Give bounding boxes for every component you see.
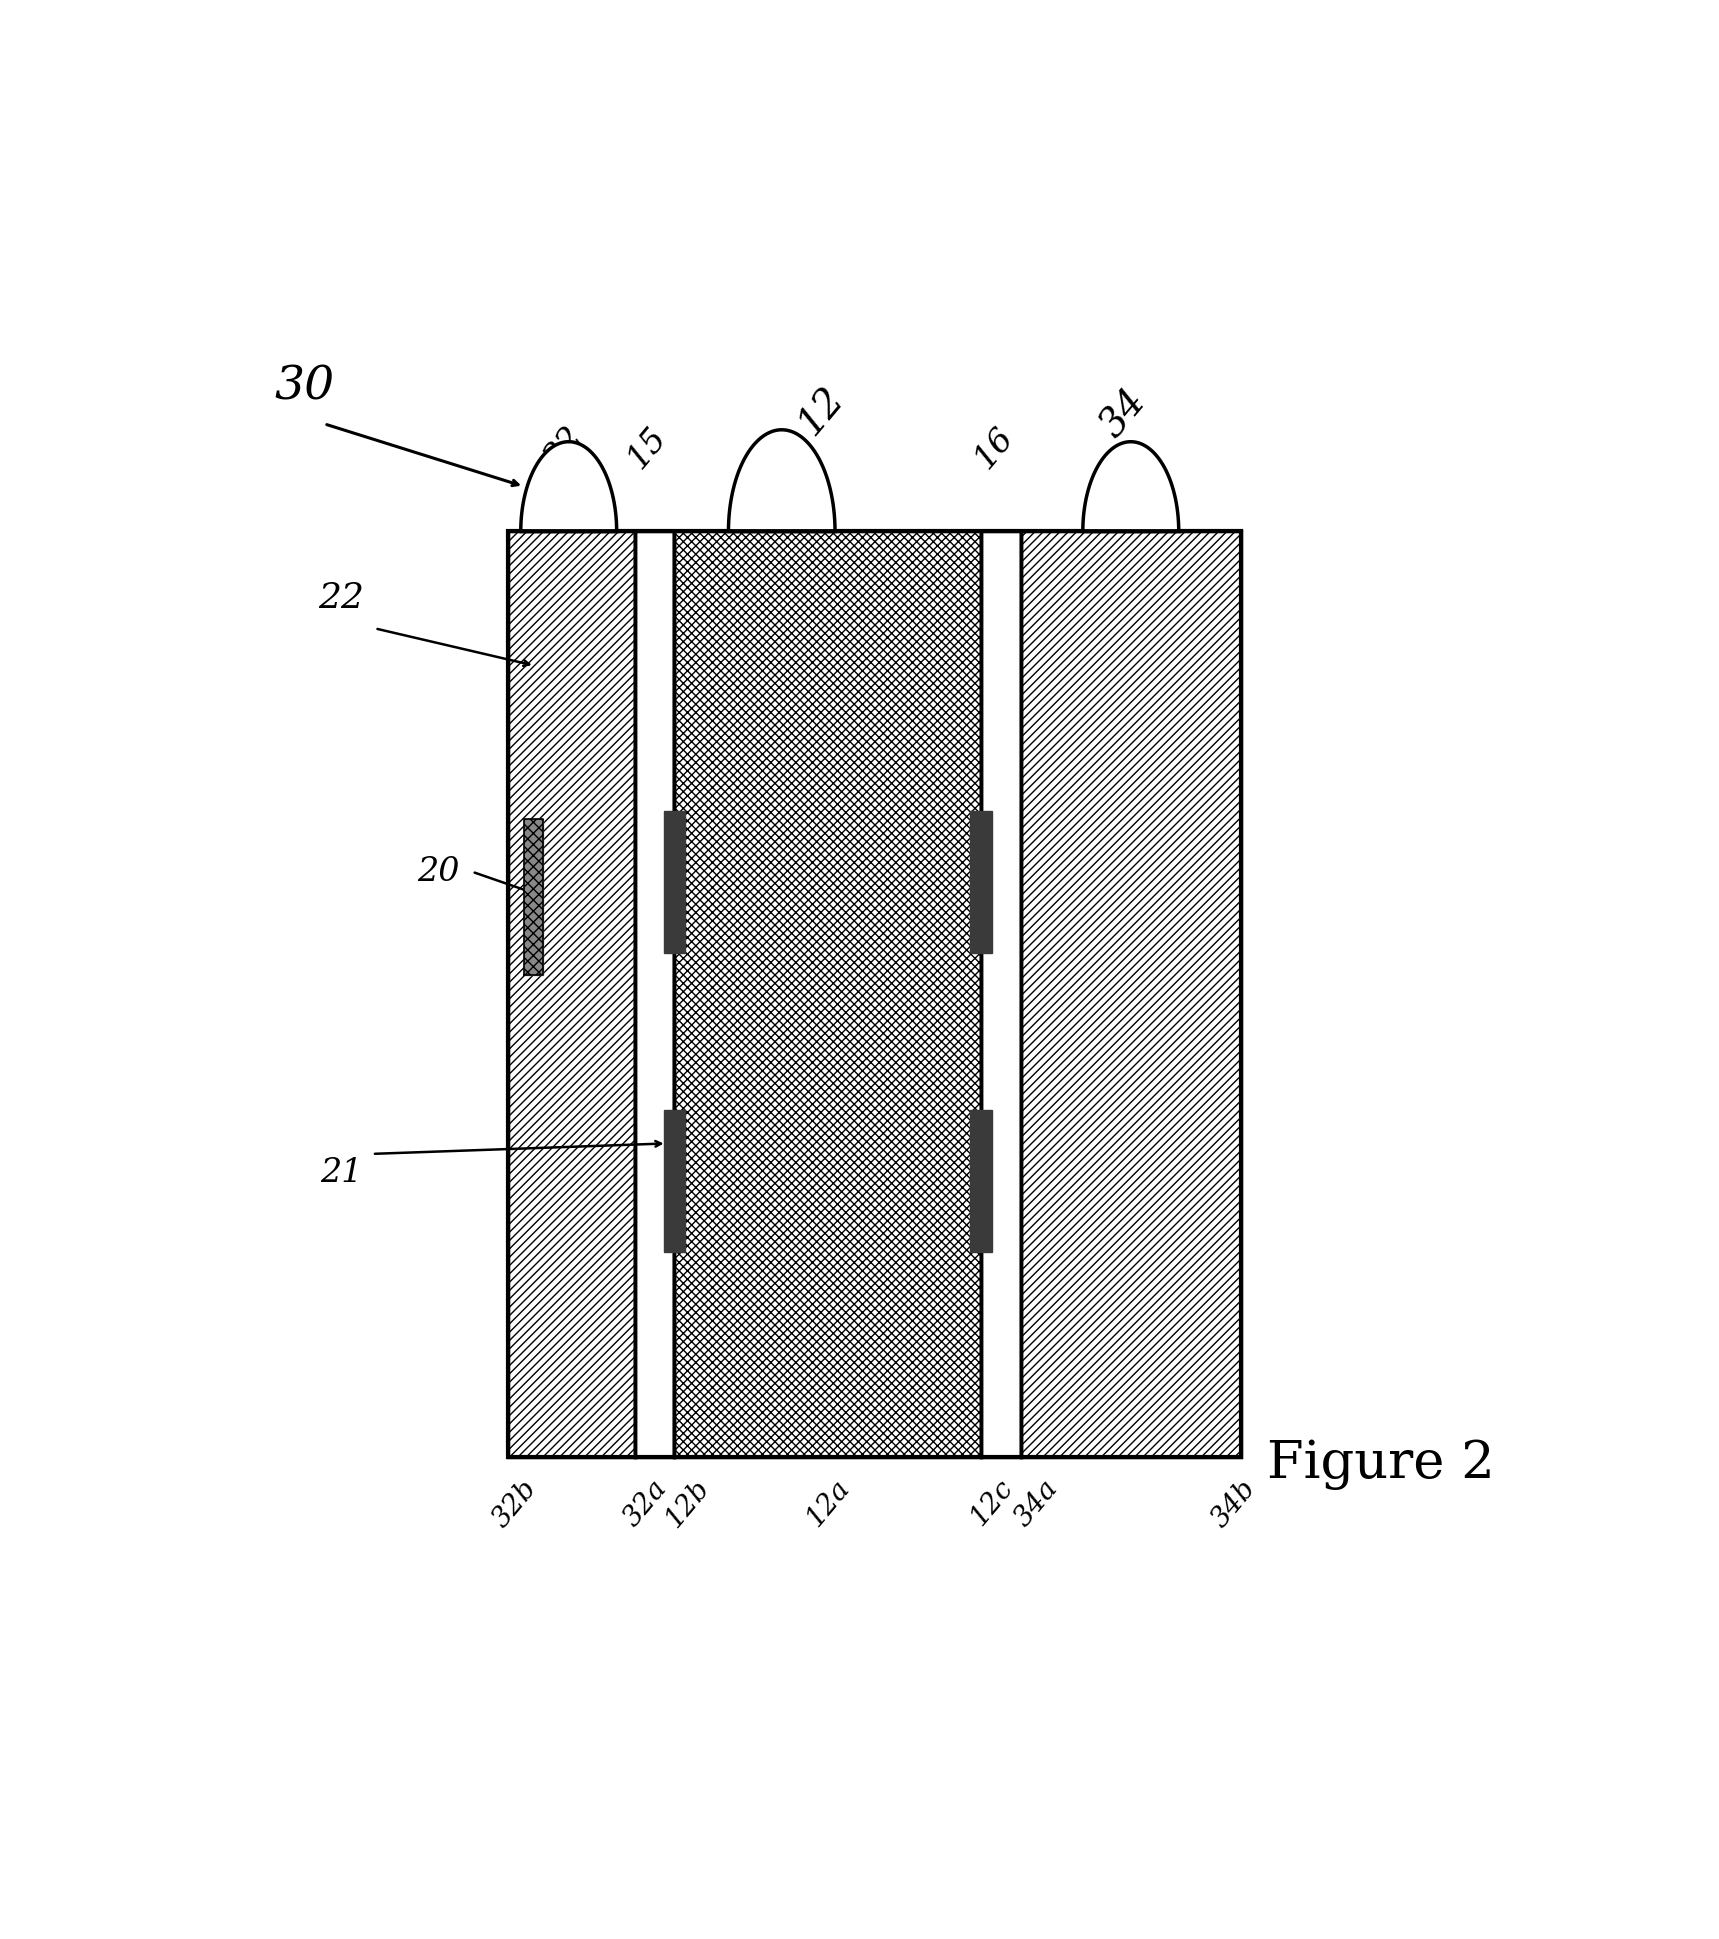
Text: 12c: 12c bbox=[964, 1476, 1018, 1532]
Polygon shape bbox=[729, 430, 835, 531]
Bar bbox=[509, 531, 634, 1456]
Text: 12: 12 bbox=[791, 380, 851, 442]
Text: 20: 20 bbox=[418, 855, 461, 888]
Polygon shape bbox=[664, 811, 686, 954]
Text: Figure 2: Figure 2 bbox=[1267, 1439, 1494, 1489]
Polygon shape bbox=[664, 1109, 686, 1253]
Bar bbox=[1021, 531, 1241, 1456]
Text: 32: 32 bbox=[538, 421, 591, 475]
Text: 21: 21 bbox=[320, 1158, 363, 1189]
Polygon shape bbox=[524, 818, 543, 975]
Bar bbox=[524, 818, 543, 975]
Text: 12a: 12a bbox=[801, 1476, 854, 1532]
Text: 32a: 32a bbox=[619, 1476, 672, 1532]
Text: 22: 22 bbox=[318, 582, 364, 615]
Bar bbox=[982, 531, 1021, 1456]
Text: 32b: 32b bbox=[486, 1476, 541, 1534]
Text: 12b: 12b bbox=[660, 1476, 715, 1534]
Polygon shape bbox=[970, 1109, 992, 1253]
Bar bbox=[509, 531, 1241, 1456]
Text: 15: 15 bbox=[622, 421, 674, 475]
Bar bbox=[674, 531, 982, 1456]
Bar bbox=[509, 531, 634, 1456]
Bar bbox=[674, 531, 982, 1456]
Bar bbox=[1021, 531, 1241, 1456]
Polygon shape bbox=[1083, 442, 1179, 531]
Text: 34a: 34a bbox=[1009, 1476, 1064, 1532]
Text: 34b: 34b bbox=[1207, 1476, 1262, 1534]
Text: 30: 30 bbox=[275, 365, 335, 409]
Bar bbox=[634, 531, 674, 1456]
Polygon shape bbox=[521, 442, 617, 531]
Text: 16: 16 bbox=[968, 421, 1019, 475]
Text: 34: 34 bbox=[1093, 384, 1153, 444]
Polygon shape bbox=[970, 811, 992, 954]
